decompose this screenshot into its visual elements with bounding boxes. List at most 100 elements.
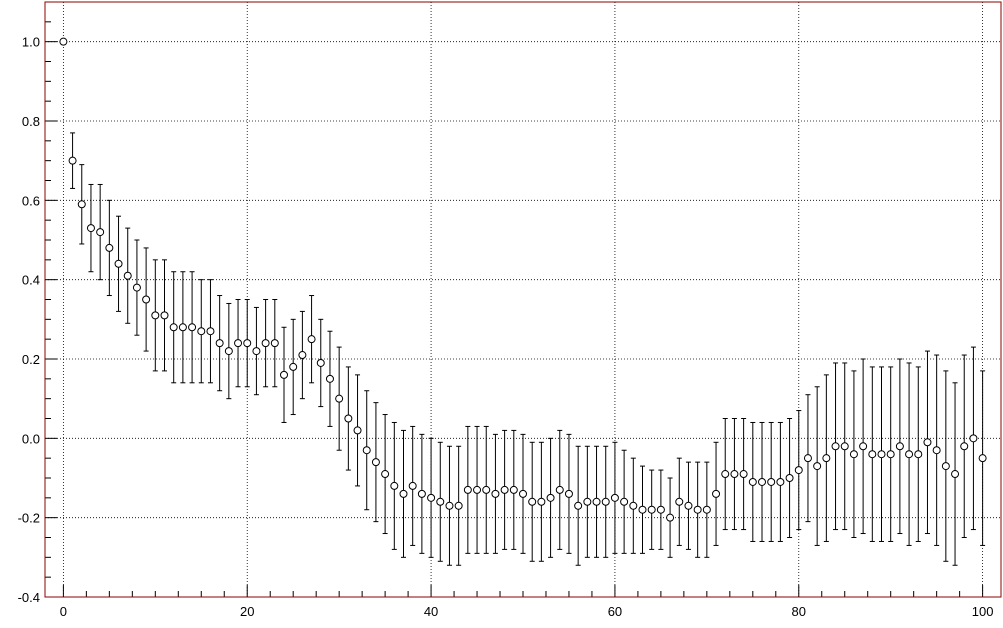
data-point bbox=[500, 429, 509, 550]
data-marker bbox=[353, 426, 362, 435]
data-marker bbox=[592, 497, 601, 506]
data-marker bbox=[969, 434, 978, 443]
y-tick-label: 1.0 bbox=[22, 35, 40, 50]
data-point bbox=[307, 295, 316, 384]
data-point bbox=[390, 421, 399, 550]
data-point bbox=[289, 318, 298, 416]
y-tick-label: 0.6 bbox=[22, 193, 40, 208]
data-point bbox=[509, 429, 518, 550]
data-marker bbox=[77, 200, 86, 209]
data-marker bbox=[178, 323, 187, 332]
x-tick-label: 60 bbox=[608, 604, 622, 619]
data-marker bbox=[822, 454, 831, 463]
data-point bbox=[859, 358, 868, 535]
data-marker bbox=[169, 323, 178, 332]
data-marker bbox=[371, 458, 380, 467]
data-marker bbox=[151, 311, 160, 320]
data-point bbox=[951, 382, 960, 566]
data-marker bbox=[325, 374, 334, 383]
data-marker bbox=[509, 485, 518, 494]
data-marker bbox=[675, 497, 684, 506]
data-marker bbox=[335, 394, 344, 403]
data-marker bbox=[868, 450, 877, 459]
data-point bbox=[831, 362, 840, 531]
data-point bbox=[160, 259, 169, 372]
y-tick-label: 0.0 bbox=[22, 431, 40, 446]
data-marker bbox=[666, 513, 675, 522]
data-marker bbox=[877, 450, 886, 459]
data-marker bbox=[932, 446, 941, 455]
data-point bbox=[325, 330, 334, 427]
data-point bbox=[316, 318, 325, 408]
data-point bbox=[399, 429, 408, 558]
data-marker bbox=[68, 156, 77, 165]
data-point bbox=[528, 441, 537, 562]
data-marker bbox=[243, 339, 252, 348]
data-marker bbox=[629, 501, 638, 510]
data-point bbox=[776, 421, 785, 542]
data-marker bbox=[574, 501, 583, 510]
data-point bbox=[86, 183, 95, 273]
data-point bbox=[519, 433, 527, 554]
data-marker bbox=[445, 501, 454, 510]
data-point bbox=[77, 164, 86, 245]
data-point bbox=[417, 433, 426, 554]
data-marker bbox=[280, 370, 288, 379]
data-point bbox=[114, 215, 123, 312]
data-marker bbox=[537, 497, 546, 506]
data-marker bbox=[610, 493, 619, 502]
data-marker bbox=[59, 37, 68, 46]
data-marker bbox=[702, 505, 711, 514]
x-tick-label: 40 bbox=[424, 604, 438, 619]
data-point bbox=[59, 37, 68, 46]
data-marker bbox=[960, 442, 969, 451]
data-marker bbox=[206, 327, 215, 336]
data-point bbox=[353, 374, 362, 487]
data-marker bbox=[730, 470, 739, 479]
y-tick-label: 0.2 bbox=[22, 352, 40, 367]
data-marker bbox=[224, 347, 233, 356]
axes: 0 20 40 60 80 100 -0.4 -0.2 0.0 0.2 0.4 0.6 0.8 1.0 bbox=[18, 1, 994, 619]
x-tick-label: 80 bbox=[792, 604, 806, 619]
data-marker bbox=[794, 466, 803, 475]
data-marker bbox=[188, 323, 197, 332]
data-series bbox=[59, 37, 987, 566]
data-marker bbox=[528, 497, 537, 506]
data-marker bbox=[859, 442, 868, 451]
data-marker bbox=[197, 327, 206, 336]
data-point bbox=[849, 370, 858, 538]
data-marker bbox=[849, 450, 858, 459]
data-point bbox=[151, 259, 160, 372]
data-point bbox=[840, 362, 849, 531]
data-point bbox=[371, 402, 380, 523]
data-point bbox=[537, 441, 546, 562]
data-point bbox=[758, 421, 766, 542]
data-point bbox=[169, 271, 178, 384]
data-marker bbox=[252, 347, 261, 356]
data-point bbox=[785, 418, 794, 538]
data-marker bbox=[390, 481, 399, 490]
data-point bbox=[270, 299, 279, 388]
data-marker bbox=[905, 450, 914, 459]
data-point bbox=[868, 366, 877, 542]
data-marker bbox=[684, 501, 693, 510]
y-tick-label: 0.8 bbox=[22, 114, 40, 129]
data-point bbox=[684, 461, 693, 550]
data-marker bbox=[417, 489, 426, 498]
data-point bbox=[620, 449, 629, 554]
data-point bbox=[932, 354, 941, 546]
data-marker bbox=[886, 450, 895, 459]
data-point bbox=[592, 445, 601, 558]
data-marker bbox=[656, 505, 665, 514]
data-marker bbox=[261, 339, 270, 348]
data-point bbox=[96, 183, 105, 281]
x-tick-label: 100 bbox=[972, 604, 994, 619]
data-point bbox=[813, 386, 822, 546]
data-point bbox=[647, 469, 656, 550]
data-point bbox=[215, 295, 224, 392]
data-point bbox=[436, 441, 445, 562]
data-point bbox=[601, 445, 610, 558]
data-marker bbox=[307, 335, 316, 344]
data-marker bbox=[123, 271, 132, 280]
